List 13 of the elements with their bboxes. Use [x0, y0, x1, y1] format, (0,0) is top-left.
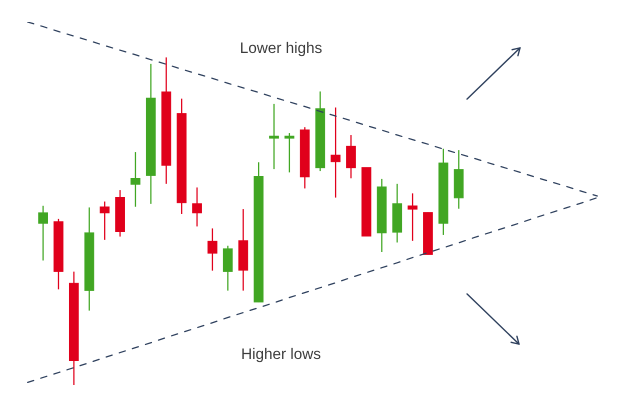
text: Lower highs [241, 42, 322, 56]
candlestick [222, 245, 233, 292]
candlestick [100, 200, 110, 240]
candlestick [330, 106, 340, 198]
candlestick [269, 103, 279, 170]
candlestick [408, 192, 418, 242]
candlestick [346, 134, 356, 179]
candlestick [38, 205, 48, 262]
annotation: Higher lows [242, 348, 320, 362]
candlestick [130, 151, 140, 208]
candlestick [192, 186, 202, 228]
candlestick [284, 132, 294, 173]
candlestick [208, 228, 218, 272]
